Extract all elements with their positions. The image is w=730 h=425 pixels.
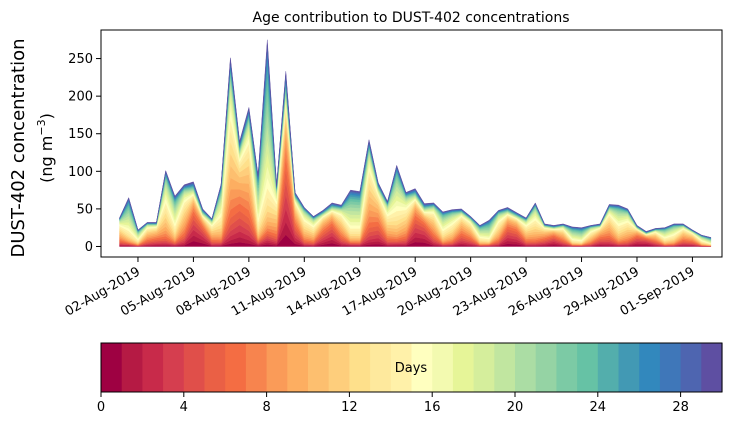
colorbar-band bbox=[183, 343, 206, 392]
colorbar-band bbox=[597, 343, 620, 392]
plot-frame bbox=[100, 29, 723, 258]
colorbar-tick-label: 24 bbox=[590, 400, 607, 415]
colorbar-band bbox=[266, 343, 288, 392]
colorbar-band bbox=[163, 343, 185, 392]
colorbar-band bbox=[121, 343, 143, 392]
colorbar-band bbox=[245, 343, 268, 392]
colorbar-band bbox=[659, 343, 682, 392]
colorbar-band bbox=[204, 343, 226, 392]
colorbar-band bbox=[370, 343, 392, 392]
colorbar-band bbox=[535, 343, 557, 392]
colorbar-band bbox=[308, 343, 330, 392]
colorbar-band bbox=[287, 343, 309, 392]
colorbar-band bbox=[432, 343, 454, 392]
colorbar-frame bbox=[100, 342, 723, 393]
y-tick-label: 50 bbox=[76, 202, 93, 217]
colorbar-tick-label: 20 bbox=[507, 400, 524, 415]
y-axis-label-line2: (ng m−3) bbox=[35, 113, 56, 183]
y-axis: 0 50 100 150 200 250 bbox=[68, 52, 101, 255]
colorbar-band bbox=[556, 343, 578, 392]
colorbar-band bbox=[494, 343, 516, 392]
colorbar-band bbox=[701, 343, 723, 392]
colorbar-tick-label: 12 bbox=[341, 400, 358, 415]
colorbar-band bbox=[618, 343, 640, 392]
y-axis-unit-exponent: −3 bbox=[35, 119, 48, 135]
y-axis-label-line1: DUST-402 concentration bbox=[8, 38, 29, 257]
colorbar-tick-label: 0 bbox=[97, 400, 105, 415]
colorbar-band bbox=[101, 343, 123, 392]
y-tick-label: 150 bbox=[68, 127, 93, 142]
y-tick-label: 250 bbox=[68, 52, 93, 67]
colorbar-tick-label: 28 bbox=[672, 400, 689, 415]
colorbar-band bbox=[639, 343, 661, 392]
colorbar-band bbox=[390, 343, 413, 392]
colorbar-band bbox=[515, 343, 537, 392]
colorbar bbox=[101, 343, 723, 392]
y-axis-unit: (ng m bbox=[37, 136, 56, 183]
colorbar-band bbox=[473, 343, 495, 392]
colorbar-band bbox=[411, 343, 433, 392]
colorbar-band bbox=[142, 343, 164, 392]
y-tick-label: 100 bbox=[68, 165, 93, 180]
stacked-area-layers bbox=[119, 39, 712, 247]
y-tick-label: 200 bbox=[68, 90, 93, 105]
y-tick-label: 0 bbox=[85, 240, 93, 255]
chart-title: Age contribution to DUST-402 concentrati… bbox=[253, 10, 570, 26]
colorbar-tick-label: 8 bbox=[262, 400, 270, 415]
colorbar-label: Days bbox=[395, 361, 428, 376]
colorbar-band bbox=[452, 343, 475, 392]
colorbar-band bbox=[577, 343, 599, 392]
colorbar-band bbox=[225, 343, 247, 392]
y-axis-label: DUST-402 concentration (ng m−3) bbox=[8, 38, 56, 257]
colorbar-band bbox=[680, 343, 702, 392]
colorbar-tick-label: 16 bbox=[424, 400, 441, 415]
colorbar-band bbox=[328, 343, 350, 392]
colorbar-tick-label: 4 bbox=[180, 400, 188, 415]
x-axis: 02-Aug-201905-Aug-201908-Aug-201911-Aug-… bbox=[63, 257, 697, 320]
colorbar-band bbox=[349, 343, 371, 392]
y-axis-unit-close: ) bbox=[37, 113, 56, 119]
area-layer-age-29 bbox=[119, 39, 712, 238]
colorbar-axis: 0 4 8 12 16 20 24 28 bbox=[97, 392, 689, 415]
